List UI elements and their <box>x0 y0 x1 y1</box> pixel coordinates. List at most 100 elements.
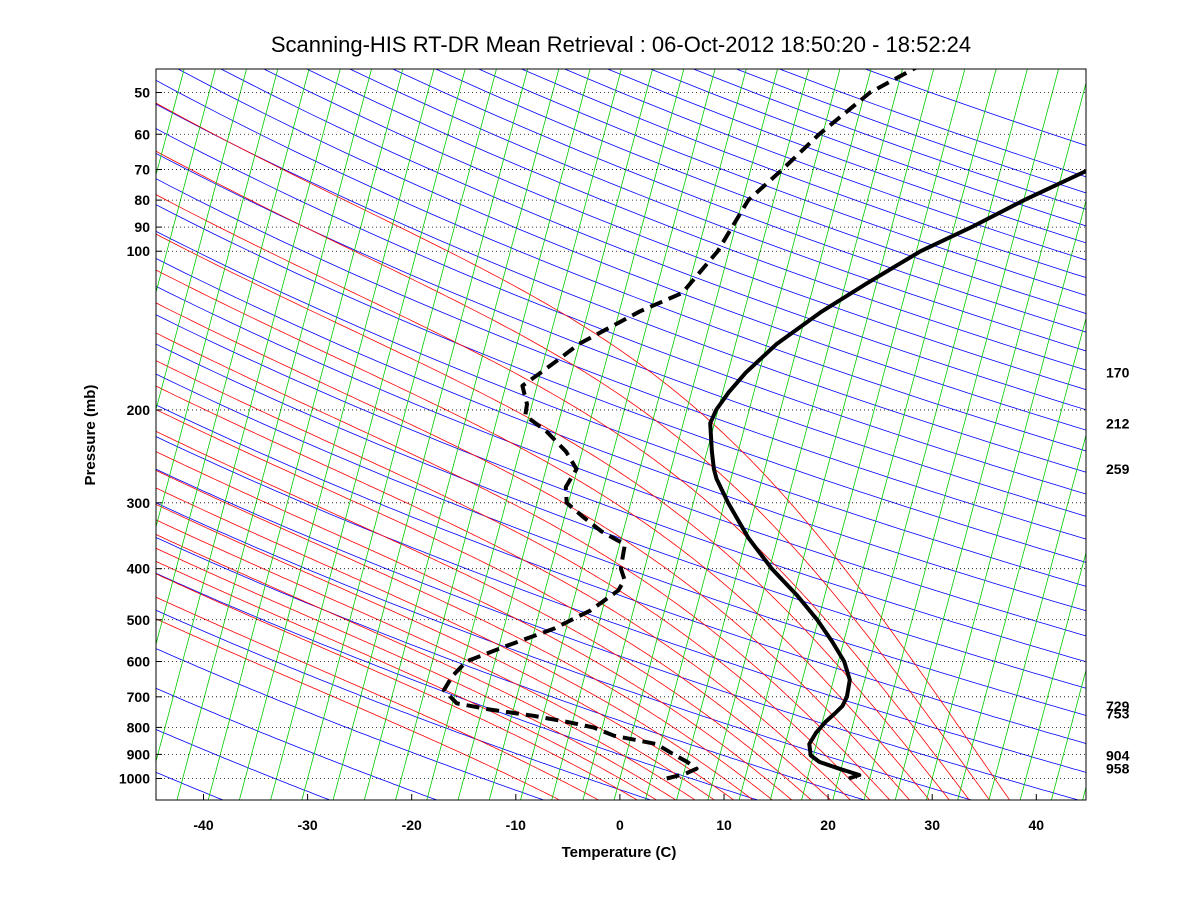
dry-adiabat <box>177 69 1086 431</box>
moist-adiabat <box>156 302 911 800</box>
mixing-ratio-line <box>426 69 622 800</box>
moist-adiabat <box>156 618 561 800</box>
y-tick-label: 700 <box>127 689 151 705</box>
moist-adiabat <box>156 102 1011 800</box>
dry-adiabat <box>156 572 759 800</box>
dry-adiabat <box>156 79 1086 452</box>
moist-adiabat <box>156 487 754 800</box>
mixing-ratio-line <box>301 69 497 800</box>
y-tick-label: 100 <box>127 243 151 259</box>
dry-adiabat <box>156 314 1086 663</box>
moist-adiabat <box>156 573 638 800</box>
x-tick-label: -10 <box>506 817 526 833</box>
dry-adiabat <box>156 729 331 800</box>
mixing-ratio-line <box>1019 551 1086 800</box>
chart-title: Scanning-HIS RT-DR Mean Retrieval : 06-O… <box>271 32 971 57</box>
temperature-profile <box>708 168 1086 781</box>
dry-adiabat <box>156 152 1086 517</box>
x-axis-label: Temperature (C) <box>562 844 677 861</box>
y-tick-label: 400 <box>127 561 151 577</box>
mixing-ratio-line <box>520 69 716 800</box>
dry-adiabat <box>156 373 1086 716</box>
moist-adiabat <box>156 360 871 800</box>
mixing-ratio-line <box>270 69 466 800</box>
plot-frame <box>155 68 1087 801</box>
dry-adiabat <box>156 103 1086 473</box>
right-label: 958 <box>1106 761 1130 777</box>
y-tick-label: 60 <box>134 126 150 142</box>
y-tick-label: 800 <box>127 719 151 735</box>
dry-adiabat <box>156 648 545 800</box>
mixing-ratio-line <box>707 69 903 800</box>
x-tick-label: 0 <box>616 817 624 833</box>
mixing-ratio-line <box>988 433 1086 800</box>
dry-adiabat <box>156 468 1080 800</box>
mixing-ratio-line <box>801 69 997 800</box>
y-axis-label: Pressure (mb) <box>82 385 99 486</box>
dry-adiabat <box>156 178 1086 540</box>
right-label: 904 <box>1106 747 1130 763</box>
moist-adiabat <box>156 469 773 800</box>
right-label: 259 <box>1106 461 1130 477</box>
y-tick-label: 900 <box>127 746 151 762</box>
x-tick-label: 10 <box>716 817 732 833</box>
right-label: 170 <box>1106 365 1130 381</box>
x-tick-label: -30 <box>297 817 317 833</box>
mixing-ratio-line <box>738 69 935 800</box>
y-tick-label: 300 <box>127 495 151 511</box>
mixing-ratio-line <box>644 69 841 800</box>
y-tick-label: 90 <box>134 219 150 235</box>
y-tick-label: 200 <box>127 402 151 418</box>
x-tick-label: -40 <box>193 817 213 833</box>
x-tick-label: -20 <box>402 817 422 833</box>
y-tick-label: 50 <box>134 85 150 101</box>
mixing-ratio-line <box>613 69 810 800</box>
mixing-ratio-line <box>363 69 560 800</box>
dry-adiabat <box>156 436 1086 773</box>
mixing-ratio-line <box>1050 668 1086 800</box>
moist-adiabat <box>156 233 950 800</box>
x-tick-label: 20 <box>820 817 836 833</box>
right-label: 212 <box>1106 415 1130 431</box>
mixing-ratio-line <box>894 81 1086 800</box>
y-tick-label: 1000 <box>119 771 150 787</box>
dry-adiabat <box>156 502 973 800</box>
mixing-ratio-line <box>238 69 435 800</box>
mixing-ratio-line <box>926 198 1086 800</box>
mixing-ratio-line <box>156 69 310 646</box>
y-tick-label: 70 <box>134 162 150 178</box>
moist-adiabat <box>156 547 677 800</box>
dry-adiabat <box>156 609 652 800</box>
moist-adiabat <box>156 503 735 800</box>
right-label: 753 <box>1106 706 1130 722</box>
mixing-ratio-line <box>769 69 966 800</box>
mixing-ratio-line <box>156 69 279 529</box>
mixing-ratio-line <box>863 69 1059 800</box>
mixing-ratio-line <box>176 69 372 800</box>
x-axis: -40 -30 -20 -10 0 10 20 30 40 <box>193 794 1044 833</box>
moist-adiabat <box>156 269 930 800</box>
moist-adiabat <box>156 194 970 800</box>
moist-adiabat <box>156 409 832 800</box>
right-label: 729 <box>1106 698 1130 714</box>
y-tick-label: 80 <box>134 192 150 208</box>
y-tick-label: 600 <box>127 654 151 670</box>
mixing-ratio-line <box>957 316 1086 800</box>
dry-adiabat <box>156 537 866 800</box>
moist-adiabat <box>156 150 990 800</box>
mixing-ratio-line <box>332 69 529 800</box>
moist-adiabat <box>156 560 658 800</box>
mixing-ratio-line <box>488 69 685 800</box>
mixing-ratio-line <box>551 69 747 800</box>
dry-adiabat <box>156 687 438 800</box>
moist-adiabat <box>156 519 716 800</box>
mixing-ratio-line <box>207 69 404 800</box>
dry-adiabat <box>156 285 1086 637</box>
moist-adiabat <box>156 332 891 800</box>
background-lines <box>156 69 1086 800</box>
y-tick-label: 500 <box>127 612 151 628</box>
dry-adiabat <box>156 204 1086 563</box>
x-tick-label: 40 <box>1029 817 1045 833</box>
